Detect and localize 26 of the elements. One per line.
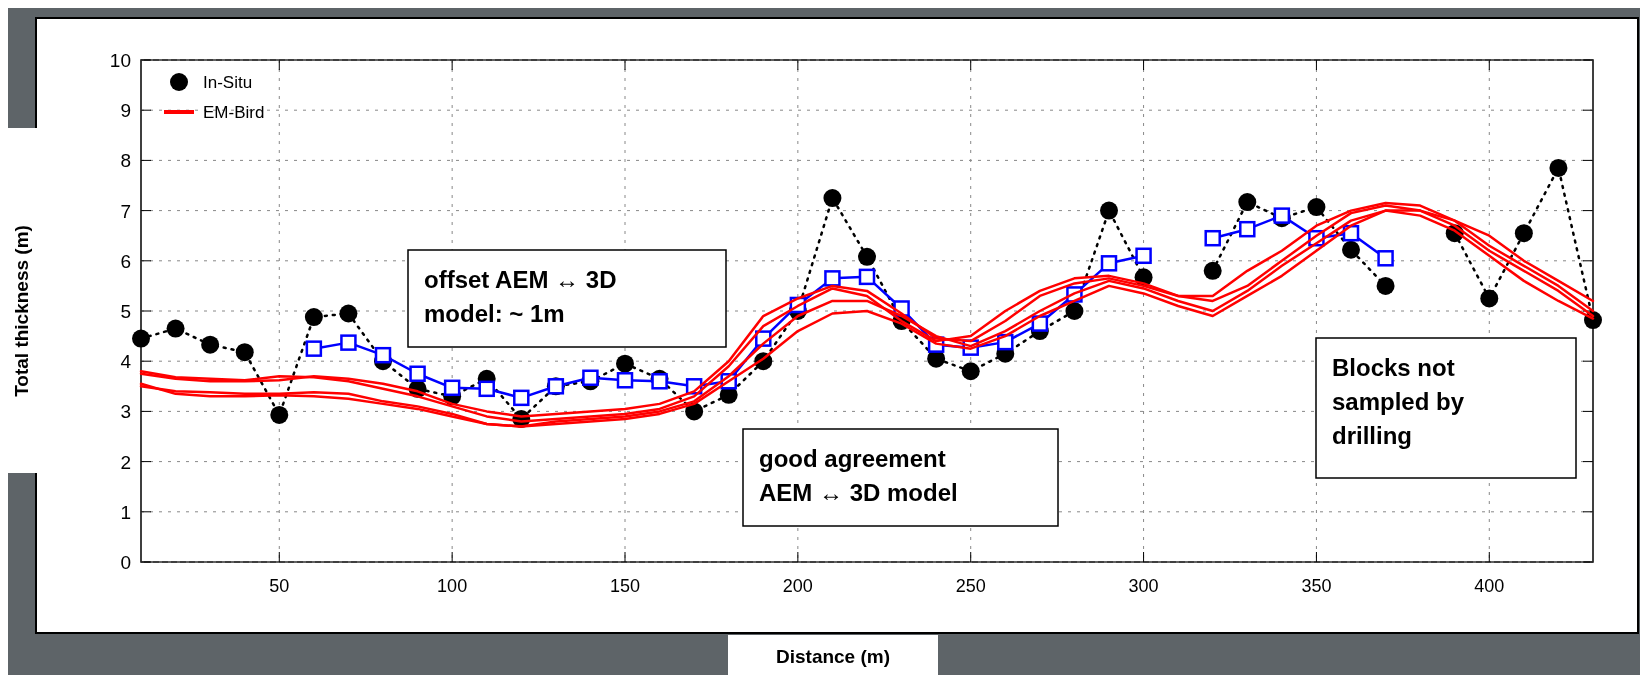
- y-axis-title: Total thickness (m): [11, 225, 32, 397]
- x-tick-label: 250: [955, 576, 986, 596]
- x-tick-label: 200: [782, 576, 813, 596]
- x-tick-label: 400: [1474, 576, 1505, 596]
- y-tick-label: 2: [120, 451, 131, 473]
- y-tick-label: 3: [120, 401, 131, 423]
- legend-label: EM-Bird: [203, 103, 265, 122]
- annotation: Blocks not sampled by drilling: [1332, 354, 1465, 449]
- x-axis-title: Distance (m): [775, 646, 891, 667]
- annotation: offset AEM ↔ 3D model: ~ 1m: [424, 266, 617, 327]
- y-tick-label: 7: [120, 200, 131, 222]
- y-tick-label: 5: [120, 301, 131, 322]
- y-tick-label: 9: [120, 100, 131, 122]
- y-tick-label: 1: [120, 501, 131, 523]
- y-tick-label: 10: [109, 50, 131, 71]
- legend-label: In-Situ: [203, 73, 253, 92]
- y-tick-label: 4: [120, 351, 132, 373]
- y-tick-label: 8: [120, 150, 131, 172]
- annotation: good agreement AEM ↔ 3D model: [759, 445, 958, 506]
- x-tick-label: 350: [1301, 576, 1332, 596]
- y-tick-label: 6: [120, 250, 131, 272]
- x-tick-label: 50: [269, 576, 290, 596]
- x-tick-label: 300: [1128, 576, 1159, 596]
- x-tick-label: 150: [609, 576, 641, 596]
- x-tick-label: 100: [437, 576, 468, 596]
- y-tick-label: 0: [120, 552, 131, 573]
